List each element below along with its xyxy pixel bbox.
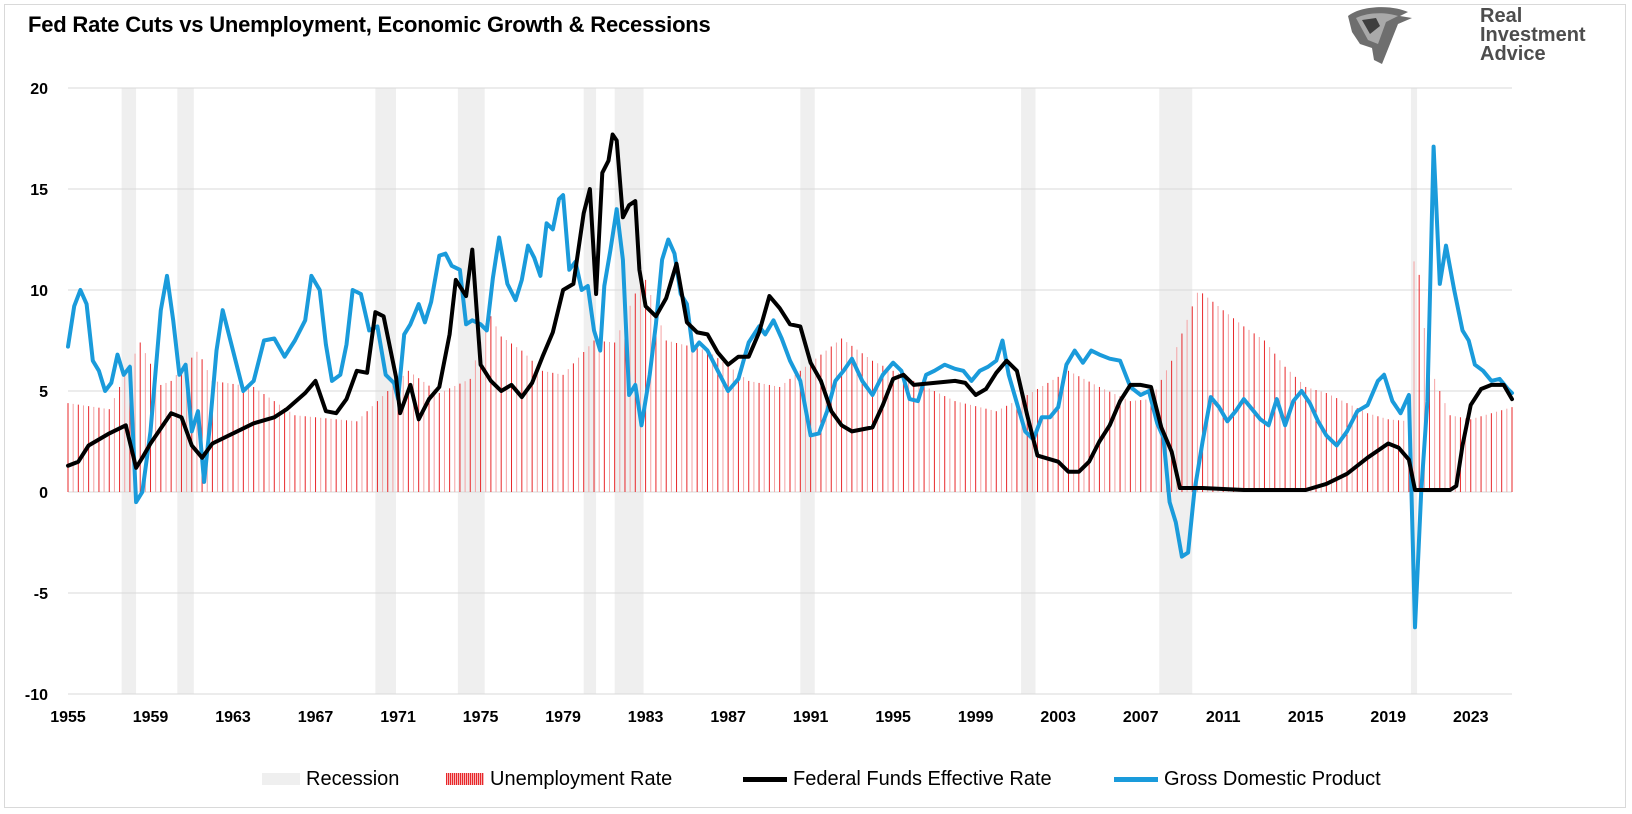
eagle-head-icon <box>1348 7 1412 65</box>
y-tick-label: -5 <box>34 586 48 603</box>
legend: Recession Unemployment Rate Federal Fund… <box>0 764 1632 794</box>
unemployment-series <box>67 261 1513 492</box>
legend-item-recession: Recession <box>262 764 399 794</box>
y-tick-label: -10 <box>25 687 48 704</box>
x-axis-ticks: 1955 1959 1963 1967 1971 1975 1979 1983 1987 1991… <box>50 709 1488 726</box>
y-tick-label: 0 <box>39 485 48 502</box>
legend-item-fedfunds: Federal Funds Effective Rate <box>743 764 1052 794</box>
logo-line-1: Real <box>1480 5 1523 27</box>
legend-swatch-recession <box>262 773 300 785</box>
x-tick-label: 1979 <box>545 709 581 726</box>
logo-line-3: Advice <box>1480 43 1546 65</box>
x-tick-label: 1967 <box>298 709 334 726</box>
x-tick-label: 2003 <box>1040 709 1076 726</box>
legend-item-gdp: Gross Domestic Product <box>1114 764 1381 794</box>
x-tick-label: 1983 <box>628 709 664 726</box>
y-tick-label: 5 <box>39 384 48 401</box>
x-tick-label: 1987 <box>710 709 746 726</box>
legend-label-recession: Recession <box>306 767 400 790</box>
chart-frame <box>4 4 1626 808</box>
logo-text: Real Investment Advice <box>1480 5 1586 65</box>
legend-label-fedfunds: Federal Funds Effective Rate <box>793 767 1052 790</box>
x-tick-label: 1975 <box>463 709 499 726</box>
x-tick-label: 1955 <box>50 709 86 726</box>
gdp-line <box>66 144 1514 630</box>
logo-line-2: Investment <box>1480 24 1586 46</box>
legend-swatch-unemployment <box>446 773 484 785</box>
x-tick-label: 1971 <box>380 709 416 726</box>
x-tick-label: 1991 <box>793 709 829 726</box>
fedfunds-line <box>66 132 1514 492</box>
logo <box>1348 4 1608 66</box>
line-series <box>66 132 1514 630</box>
x-tick-label: 2019 <box>1370 709 1406 726</box>
legend-label-unemployment: Unemployment Rate <box>490 767 673 790</box>
y-tick-label: 20 <box>30 81 48 98</box>
x-tick-label: 1999 <box>958 709 994 726</box>
legend-swatch-fedfunds <box>743 776 787 782</box>
legend-label-gdp: Gross Domestic Product <box>1164 767 1381 790</box>
chart-title: Fed Rate Cuts vs Unemployment, Economic … <box>28 12 711 37</box>
y-axis-ticks: -10 -5 0 5 10 15 20 <box>25 81 48 704</box>
legend-swatch-gdp <box>1114 776 1158 782</box>
x-tick-label: 2023 <box>1453 709 1489 726</box>
x-tick-label: 2015 <box>1288 709 1324 726</box>
x-tick-label: 2007 <box>1123 709 1159 726</box>
x-tick-label: 1995 <box>875 709 911 726</box>
x-tick-label: 2011 <box>1206 709 1241 726</box>
x-tick-label: 1963 <box>215 709 251 726</box>
y-tick-label: 10 <box>30 283 48 300</box>
y-tick-label: 15 <box>30 182 48 199</box>
x-tick-label: 1959 <box>133 709 169 726</box>
legend-item-unemployment: Unemployment Rate <box>446 764 672 794</box>
